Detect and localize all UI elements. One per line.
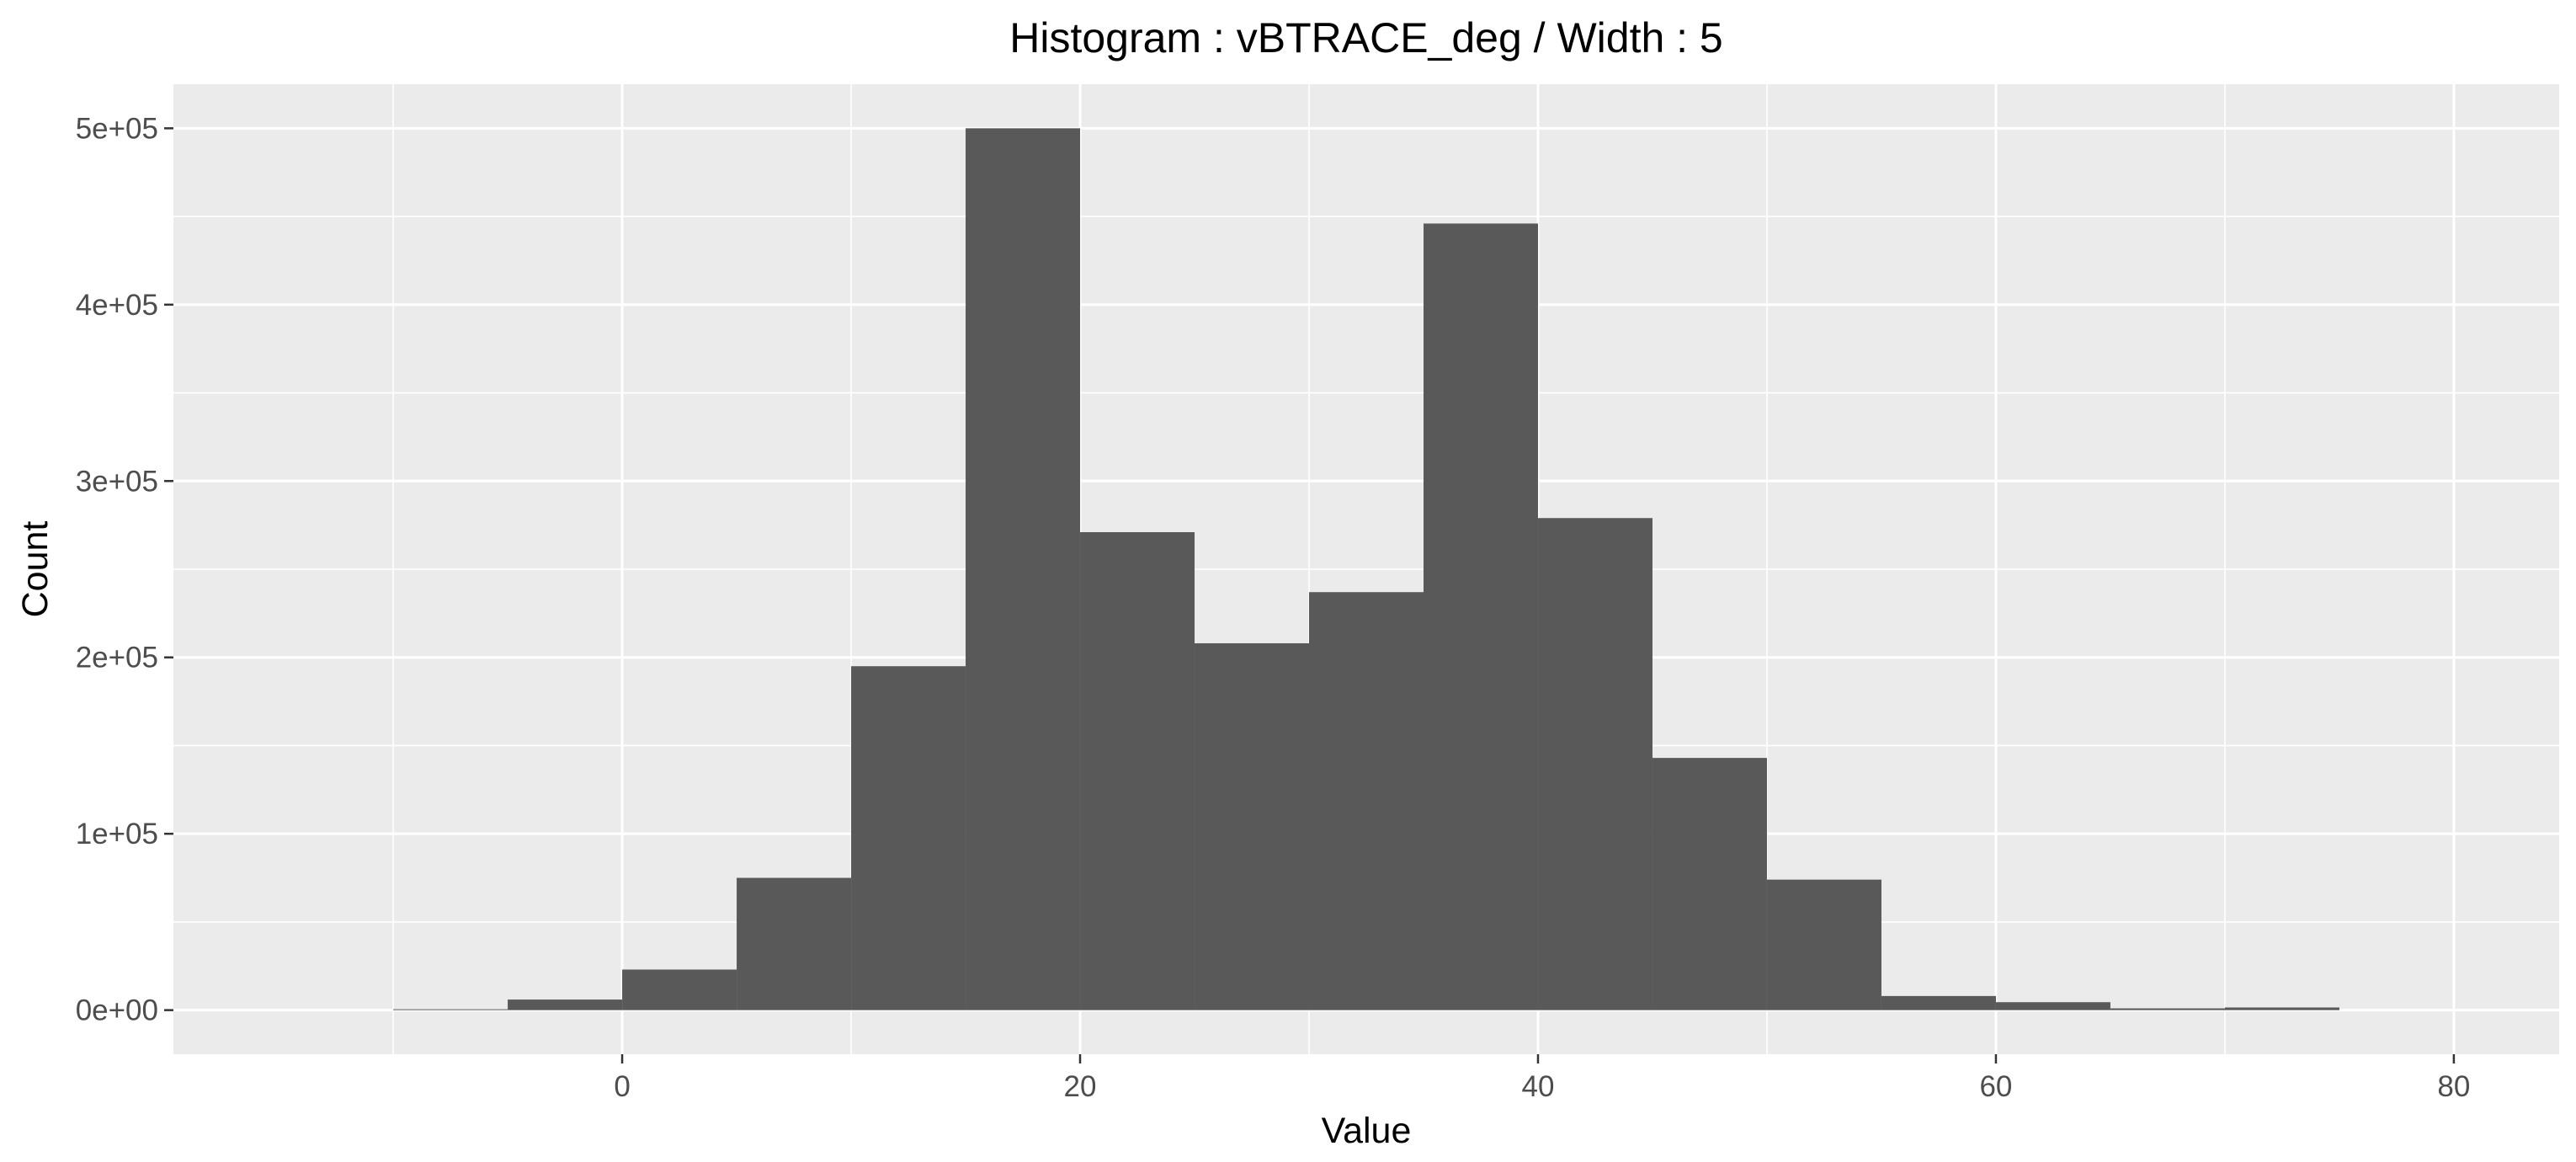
histogram-bar bbox=[1995, 1002, 2110, 1010]
histogram-bar bbox=[851, 666, 966, 1010]
histogram-bar bbox=[966, 128, 1081, 1010]
y-axis: 0e+00 1e+05 2e+05 3e+05 4e+05 5e+05 bbox=[76, 112, 173, 1027]
histogram-bar bbox=[1309, 592, 1424, 1010]
histogram-bars bbox=[393, 128, 2339, 1010]
histogram-bar bbox=[1652, 758, 1767, 1010]
chart-title: Histogram : vBTRACE_deg / Width : 5 bbox=[1009, 14, 1723, 61]
histogram-bar bbox=[1881, 995, 1996, 1010]
histogram-bar bbox=[1080, 532, 1195, 1010]
x-tick-label: 0 bbox=[614, 1070, 630, 1103]
x-axis: 0 20 40 60 80 bbox=[614, 1054, 2470, 1103]
histogram-bar bbox=[2110, 1008, 2225, 1010]
y-tick-label: 2e+05 bbox=[76, 642, 158, 674]
histogram-bar bbox=[1195, 642, 1310, 1010]
y-tick-label: 3e+05 bbox=[76, 465, 158, 498]
y-tick-label: 5e+05 bbox=[76, 112, 158, 145]
x-tick-label: 20 bbox=[1064, 1070, 1097, 1103]
x-tick-label: 40 bbox=[1522, 1070, 1555, 1103]
histogram-bar bbox=[508, 999, 623, 1010]
histogram-bar bbox=[1766, 879, 1881, 1010]
histogram-bar bbox=[2224, 1007, 2339, 1010]
y-axis-title: Count bbox=[15, 521, 56, 618]
histogram-bar bbox=[1423, 223, 1538, 1010]
histogram-bar bbox=[1537, 518, 1653, 1010]
y-tick-label: 0e+00 bbox=[76, 994, 158, 1027]
x-tick-label: 60 bbox=[1979, 1070, 2012, 1103]
histogram-bar bbox=[622, 969, 737, 1010]
x-tick-label: 80 bbox=[2437, 1070, 2470, 1103]
y-tick-label: 1e+05 bbox=[76, 818, 158, 850]
x-axis-title: Value bbox=[1322, 1111, 1412, 1151]
y-tick-label: 4e+05 bbox=[76, 289, 158, 322]
histogram-bar bbox=[737, 877, 852, 1010]
